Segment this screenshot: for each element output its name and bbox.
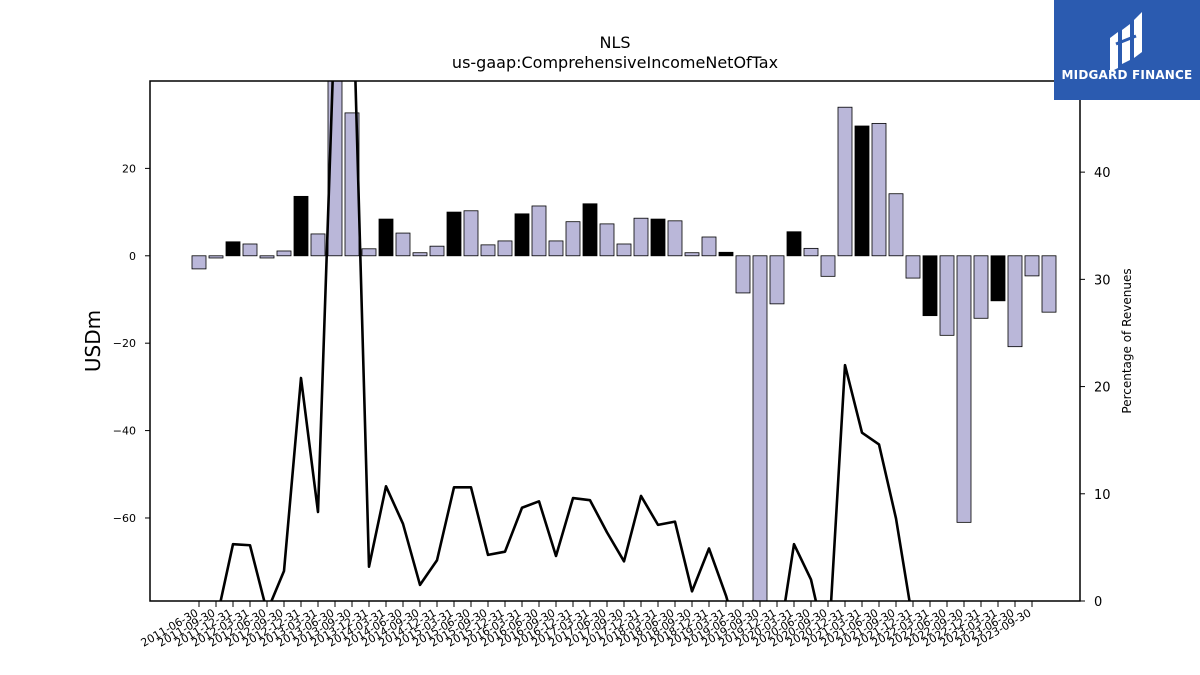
bar [650,218,666,257]
bar [854,125,870,257]
percentage-line [199,81,911,601]
bar [463,210,479,257]
bar [956,255,972,523]
bar [667,220,683,257]
bar [633,217,649,257]
logo-text: MIDGARD FINANCE [1061,68,1193,82]
bar [599,223,615,257]
bar [684,252,700,257]
bar [803,247,819,257]
y-right-tick-label: 30 [1094,273,1111,288]
y-right-tick-label: 20 [1094,381,1111,396]
bar [1024,255,1040,277]
bar [769,255,785,305]
bar [786,231,802,257]
y-tick-label: 0 [129,250,136,263]
plot-frame [149,80,1081,602]
bar [378,218,394,257]
y-tick-label: −40 [113,425,136,438]
y-axis-right-label: Percentage of Revenues [1120,268,1134,413]
bar [565,221,581,257]
bar [412,252,428,257]
bar [310,233,326,257]
bar [429,245,445,257]
y-axis-label: USDm [81,310,105,372]
bar [497,240,513,257]
bar [990,255,1006,302]
bar [752,255,768,601]
bar [361,248,377,257]
bar [446,211,462,257]
logo-icon [1054,0,1200,100]
y-right-tick-label: 40 [1094,166,1111,181]
bar [905,255,921,279]
bar [922,255,938,317]
bar [1007,255,1023,348]
bar [718,251,734,257]
bar [582,203,598,257]
bar [701,236,717,257]
bar [514,213,530,257]
y-tick-label: −60 [113,512,136,525]
bar [259,255,275,259]
bar [225,241,241,257]
bar [888,193,904,257]
y-tick-label: −20 [113,337,136,350]
chart-subtitle: us-gaap:ComprehensiveIncomeNetOfTax [452,53,778,72]
bar [820,255,836,277]
y-right-tick-label: 0 [1094,595,1102,610]
y-right-tick-label: 10 [1094,488,1111,503]
bar [208,255,224,259]
bar [973,255,989,319]
bar [242,243,258,257]
bar [293,195,309,257]
bar [531,205,547,257]
bar [871,122,887,257]
bar [191,255,207,270]
bar [480,244,496,257]
bar [548,240,564,257]
bar [276,250,292,257]
bar [939,255,955,336]
bar [735,255,751,294]
bar [395,232,411,257]
bar [837,106,853,257]
bar [1041,255,1057,313]
chart-title: NLS [599,33,630,52]
bar [616,243,632,257]
midgard-finance-logo: MIDGARD FINANCE [1054,0,1200,100]
y-tick-label: 20 [122,162,136,175]
